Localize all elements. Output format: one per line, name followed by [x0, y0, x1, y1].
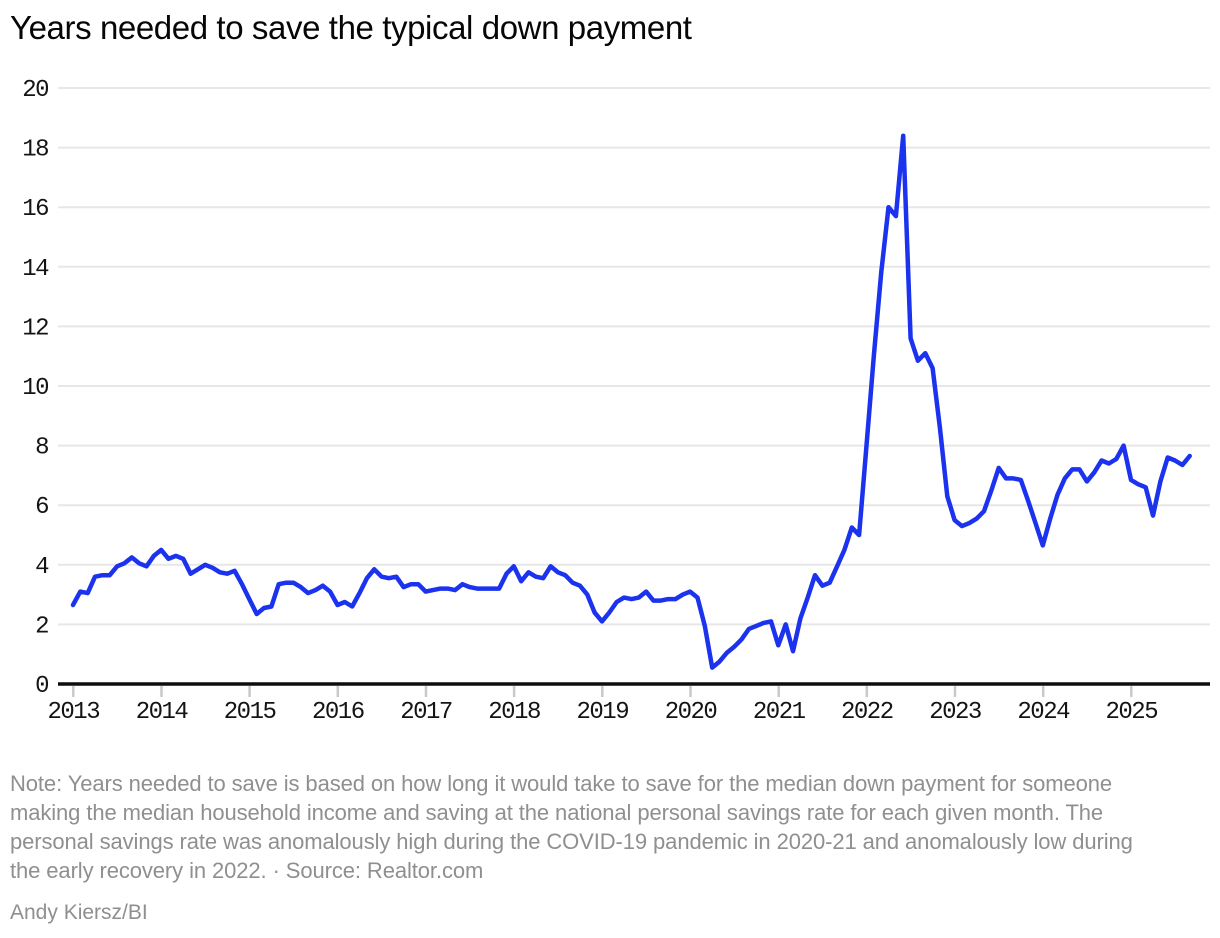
- y-axis-tick-label-12: 12: [22, 315, 48, 342]
- y-axis-tick-label-8: 8: [35, 435, 48, 462]
- y-axis-tick-label-16: 16: [22, 196, 48, 223]
- x-axis-tick-label-2016: 2016: [312, 699, 364, 726]
- y-axis-tick-label-0: 0: [35, 673, 48, 700]
- x-axis-tick-label-2014: 2014: [136, 699, 189, 726]
- line-chart: 0 2 4 6 8 10 12 14 16 18 20 2013 2014 2015 2016 2017 201…: [22, 77, 1210, 726]
- x-axis-tick-label-2015: 2015: [224, 699, 276, 726]
- x-axis-tick-label-2024: 2024: [1017, 699, 1070, 726]
- chart-credit: Andy Kiersz/BI: [10, 901, 148, 924]
- y-axis-tick-label-20: 20: [22, 77, 48, 104]
- y-axis-tick-label-4: 4: [35, 554, 49, 581]
- chart-note: Note: Years needed to save is based on h…: [10, 771, 1133, 883]
- y-axis-tick-label-14: 14: [22, 256, 49, 283]
- x-axis-tick-label-2025: 2025: [1105, 699, 1157, 726]
- x-axis-tick-label-2023: 2023: [929, 699, 981, 726]
- y-axis-tick-label-18: 18: [22, 137, 48, 164]
- y-axis-tick-label-10: 10: [22, 375, 48, 402]
- x-axis-tick-label-2022: 2022: [841, 699, 893, 726]
- y-axis-tick-label-6: 6: [35, 494, 48, 521]
- x-axis-tick-label-2020: 2020: [665, 699, 717, 726]
- data-line-years-to-save: [70, 133, 1192, 670]
- x-axis-tick-label-2021: 2021: [753, 699, 806, 726]
- chart-title: Years needed to save the typical down pa…: [10, 9, 692, 46]
- x-axis-tick-label-2019: 2019: [576, 699, 628, 726]
- x-axis-tick-label-2013: 2013: [47, 699, 99, 726]
- x-axis-tick-label-2017: 2017: [400, 699, 452, 726]
- x-axis-tick-label-2018: 2018: [488, 699, 540, 726]
- y-axis-tick-label-2: 2: [35, 613, 48, 640]
